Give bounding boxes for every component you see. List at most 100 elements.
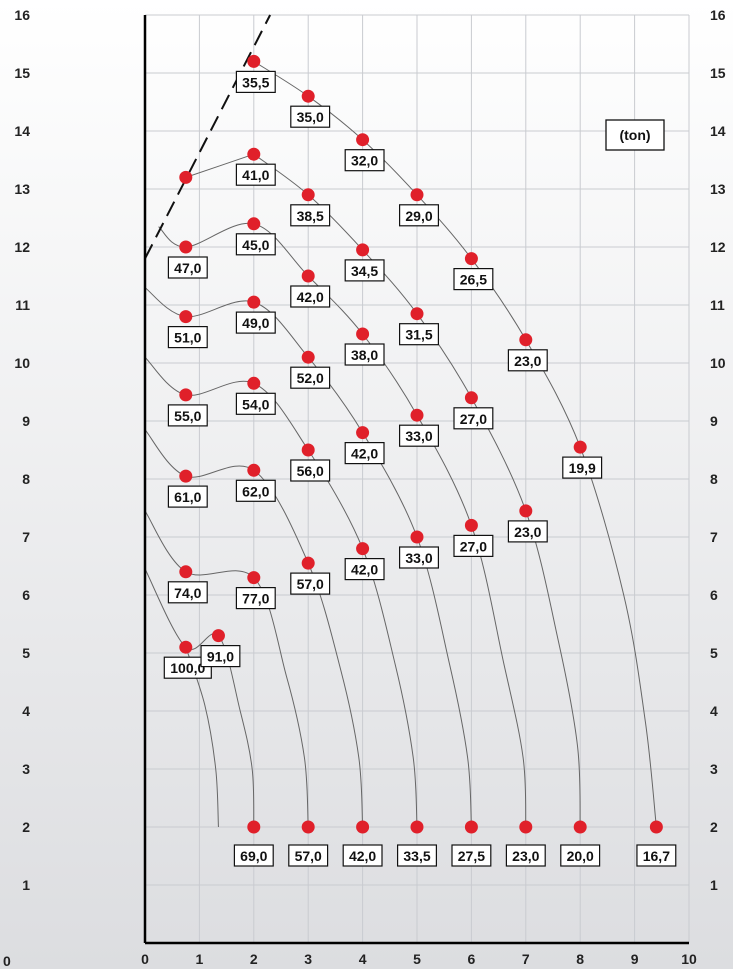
capacity-label: 51,0 [167,326,208,349]
capacity-label-text: 33,5 [403,848,430,864]
load-point [301,89,315,103]
capacity-label-text: 16,7 [643,848,670,864]
load-point [301,820,315,834]
capacity-curve [158,222,527,828]
capacity-label-text: 35,5 [242,74,269,90]
capacity-label-text: 69,0 [240,848,267,864]
y-tick-label-left: 12 [14,239,30,255]
capacity-label-text: 42,0 [351,562,378,578]
y-tick-label-right: 9 [710,413,718,429]
y-tick-label-left: 14 [14,123,30,139]
y-tick-label-left: 10 [14,355,30,371]
capacity-label: 42,0 [342,844,383,867]
capacity-label: 49,0 [235,311,276,334]
capacity-label: 69,0 [233,844,274,867]
y-tick-label-right: 6 [710,587,718,603]
y-tick-label-left: 16 [14,7,30,23]
capacity-label-text: 45,0 [242,237,269,253]
capacity-label-box [290,204,331,227]
axes [143,15,689,945]
capacity-label-box [290,366,331,389]
capacity-label-box [344,343,385,366]
capacity-label: 47,0 [167,256,208,279]
x-tick-label: 9 [631,951,639,967]
capacity-label: 91,0 [200,644,241,668]
load-point [179,388,193,402]
capacity-label-text: 61,0 [174,489,201,505]
capacity-label-text: 47,0 [174,260,201,276]
capacity-label: 23,0 [507,349,548,372]
capacity-label-box [235,233,276,256]
x-tick-label: 3 [304,951,312,967]
load-point [410,408,424,422]
capacity-label-box [399,546,440,569]
capacity-label-text: 27,0 [460,538,487,554]
capacity-label-text: 52,0 [297,370,324,386]
capacity-label: 33,0 [399,546,440,569]
capacity-label-box [167,485,208,508]
capacity-label: 56,0 [290,459,331,482]
capacity-label-box [560,844,601,867]
capacity-label: 42,0 [290,285,331,308]
capacity-label: 29,0 [399,204,440,227]
unit-label-box: (ton) [605,119,665,151]
y-tick-label-left: 11 [15,297,30,313]
load-point [179,565,193,579]
capacity-label-text: 38,5 [297,208,324,224]
capacity-label: 38,0 [344,343,385,366]
capacity-label: 26,5 [453,268,494,291]
capacity-label-text: 49,0 [242,315,269,331]
capacity-label-box [233,844,274,867]
load-point [464,391,478,405]
capacity-label: 100,0 [163,656,212,679]
load-point [464,820,478,834]
capacity-label-text: 31,5 [405,327,432,343]
capacity-label-text: 56,0 [297,463,324,479]
capacity-label-box [451,844,492,867]
capacity-label-box [200,644,241,668]
capacity-label-text: 41,0 [242,167,269,183]
capacity-label: 20,0 [560,844,601,867]
load-point [356,133,370,147]
load-point [464,252,478,266]
capacity-label-box [453,268,494,291]
load-point [356,243,370,257]
load-point [356,327,370,341]
capacity-label: 35,0 [290,105,331,128]
capacity-label-text: 33,0 [405,550,432,566]
x-tick-label: 2 [250,951,258,967]
capacity-label-box [235,479,276,502]
y-tick-label-right: 14 [710,123,726,139]
capacity-label: 27,5 [451,844,492,867]
capacity-curve [144,356,418,828]
capacity-label-box [167,326,208,349]
capacity-label-box [636,844,677,867]
load-point [356,542,370,556]
capacity-label-box [453,407,494,430]
capacity-label-box [288,844,329,867]
x-tick-label: 7 [522,951,530,967]
capacity-label-box [562,456,603,479]
y-tick-label-left: 13 [14,181,30,197]
capacity-label-text: 74,0 [174,585,201,601]
x-tick-label: 0 [141,951,149,967]
capacity-label-box [167,581,208,604]
capacity-label-box [344,149,385,172]
load-point [410,188,424,202]
y-tick-label-right: 5 [710,645,718,661]
capacity-label-box [399,204,440,227]
capacity-label-text: 23,0 [514,353,541,369]
load-point [301,269,315,283]
y-tick-label-right: 7 [710,529,718,545]
y-tick-label-right: 12 [710,239,726,255]
capacity-label-text: 27,0 [460,411,487,427]
load-point [573,820,587,834]
capacity-labels: 35,5 35,0 32,0 29,0 26,5 23,0 19,9 41,0 38,5 34,5… [163,70,677,867]
capacity-label-text: 38,0 [351,347,378,363]
y-tick-label-left: 0 [3,953,11,969]
capacity-label-box [163,656,212,679]
capacity-label: 33,0 [399,424,440,447]
capacity-label-text: 91,0 [207,649,234,665]
x-tick-label: 4 [359,951,367,967]
